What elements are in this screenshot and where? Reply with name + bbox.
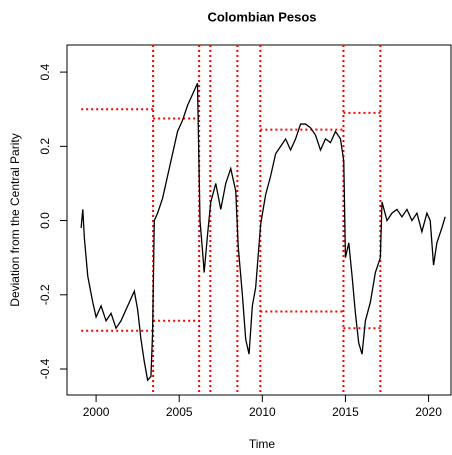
- y-tick-label: 0.2: [38, 138, 52, 155]
- y-tick-label: -0.4: [38, 358, 52, 379]
- chart-title: Colombian Pesos: [207, 9, 316, 24]
- x-axis-label: Time: [249, 437, 276, 451]
- y-tick-label: 0.4: [38, 63, 52, 80]
- y-axis-label: Deviation from the Central Parity: [8, 133, 22, 306]
- x-tick-label: 2020: [415, 405, 442, 419]
- y-tick-label: -0.2: [38, 284, 52, 305]
- data-line: [80, 82, 446, 382]
- x-tick-label: 2015: [332, 405, 359, 419]
- x-tick-label: 2005: [166, 405, 193, 419]
- plot-box: [66, 44, 452, 396]
- x-tick-label: 2010: [249, 405, 276, 419]
- x-tick-label: 2000: [83, 405, 110, 419]
- y-tick-label: 0.0: [38, 212, 52, 229]
